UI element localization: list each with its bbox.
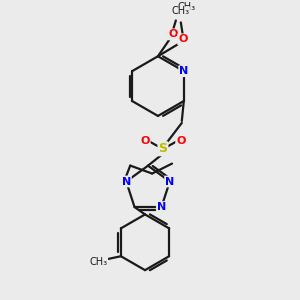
Text: S: S [158, 142, 167, 155]
Text: O: O [176, 136, 185, 146]
Text: methoxy: methoxy [173, 11, 179, 12]
Text: CH₃: CH₃ [178, 2, 196, 13]
Text: O: O [140, 136, 150, 146]
Text: O: O [168, 29, 178, 39]
Text: N: N [165, 176, 174, 187]
Text: N: N [157, 202, 166, 212]
Text: CH₃: CH₃ [90, 257, 108, 267]
Text: CH₃: CH₃ [172, 7, 190, 16]
Text: N: N [179, 66, 188, 76]
Text: O: O [178, 34, 188, 44]
Text: N: N [122, 176, 131, 187]
